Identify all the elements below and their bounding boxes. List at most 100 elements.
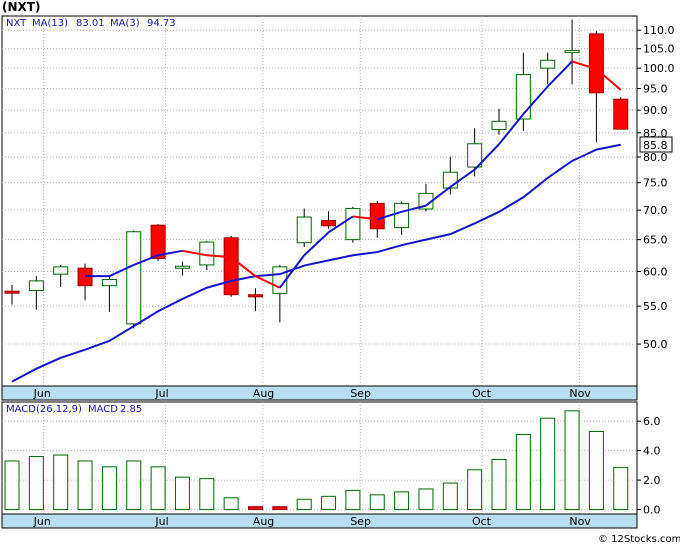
candle: [613, 97, 629, 130]
candle: [564, 19, 580, 85]
price-month-label: Jul: [154, 387, 168, 400]
ma3-segment: [376, 210, 402, 221]
ma3-segment: [449, 168, 476, 188]
candle-body-down: [248, 294, 263, 298]
macd-bar: [321, 495, 337, 511]
ma3-segment: [230, 256, 257, 277]
price-y-tick-label: 55.0: [643, 300, 668, 313]
macd-bar: [491, 458, 507, 511]
watermark: © 12Stocks.com: [598, 534, 680, 545]
ma3-segment: [401, 204, 427, 213]
price-month-label: Sep: [350, 387, 371, 400]
last-price-label: 85.8: [643, 139, 668, 152]
macd-bar: [467, 469, 483, 511]
candle: [28, 276, 44, 310]
macd-y-tick-label: 6.0: [643, 415, 661, 428]
price-y-axis: 50.055.060.065.070.075.080.085.090.095.0…: [637, 24, 675, 351]
ma3-segment: [546, 60, 573, 88]
macd-bar: [613, 467, 629, 511]
candle: [491, 108, 507, 135]
candle: [540, 52, 556, 85]
macd-x-axis-band: [1, 513, 638, 529]
macd-bar: [174, 476, 190, 511]
macd-month-label: Oct: [472, 515, 492, 528]
macd-y-tick-label: 4.0: [643, 445, 661, 458]
macd-bar: [394, 491, 410, 511]
price-y-tick-label: 100.0: [643, 62, 675, 75]
candle-body-up: [345, 207, 361, 241]
candle-body-up: [491, 120, 507, 131]
ma3-segment: [303, 231, 330, 256]
candle-body-up: [515, 74, 531, 120]
price-y-tick-label: 105.0: [643, 43, 675, 56]
candlesticks: [4, 19, 629, 329]
candle-body-up: [442, 171, 458, 189]
candle: [174, 261, 190, 276]
macd-bar: [369, 494, 385, 511]
ma3-segment: [108, 264, 135, 278]
legend-ma3-label: MA(3): [110, 18, 140, 29]
ma3-line: [85, 60, 622, 289]
macd-title: MACD(26,12,9): [6, 404, 82, 415]
legend-ma3-value: 94.73: [147, 18, 176, 29]
price-plot-frame: [1, 15, 638, 387]
candle-body-up: [540, 59, 556, 69]
price-month-label: Aug: [253, 387, 274, 400]
ma3-segment: [352, 215, 378, 221]
macd-legend-label: MACD: [88, 404, 118, 415]
macd-bar: [101, 466, 117, 511]
price-month-label: Jun: [33, 387, 51, 400]
macd-month-label: Jun: [33, 515, 51, 528]
candle-body-up: [564, 50, 580, 54]
candle: [321, 211, 337, 229]
price-y-tick-label: 50.0: [643, 338, 668, 351]
candle-body-down: [613, 98, 629, 130]
ma3-segment: [133, 254, 159, 266]
macd-bar: [4, 460, 20, 511]
price-legend: NXT MA(13) 83.01 MA(3) 94.73: [6, 18, 176, 29]
candle: [296, 208, 312, 248]
candle-body-up: [53, 266, 69, 275]
ma3-segment: [571, 60, 597, 70]
macd-bar: [296, 498, 312, 511]
macd-month-label: Nov: [569, 515, 591, 528]
legend-ma13-label: MA(13): [32, 18, 68, 29]
candle: [126, 230, 142, 329]
candle: [150, 224, 166, 262]
ma3-segment: [255, 275, 281, 289]
macd-bar: [272, 506, 288, 511]
ma3-segment: [182, 249, 207, 257]
ma3-segment: [498, 113, 525, 145]
price-y-tick-label: 60.0: [643, 265, 668, 278]
candle-body-down: [223, 237, 239, 296]
candle-body-up: [126, 231, 142, 325]
candle-body-down: [588, 33, 604, 94]
candle-body-down: [150, 224, 166, 259]
macd-bar: [150, 466, 166, 511]
price-x-axis: Jun Jul Aug Sep Oct Nov: [33, 387, 592, 400]
price-month-label: Nov: [569, 387, 591, 400]
macd-month-label: Aug: [253, 515, 274, 528]
macd-bar: [442, 482, 458, 511]
macd-bar: [126, 460, 142, 511]
price-y-tick-label: 95.0: [643, 83, 668, 96]
macd-bar: [28, 456, 44, 511]
price-y-tick-label: 110.0: [643, 24, 675, 37]
ma3-segment: [279, 254, 306, 289]
price-y-tick-label: 75.0: [643, 177, 668, 190]
candle-body-up: [28, 280, 44, 292]
macd-y-tick-label: 2.0: [643, 474, 661, 487]
candle: [345, 206, 361, 243]
candle: [223, 235, 239, 297]
price-x-axis-band: [1, 385, 638, 401]
macd-bar: [564, 410, 580, 511]
macd-bar: [53, 454, 69, 511]
macd-bar: [418, 488, 434, 511]
candle-body-down: [369, 202, 385, 230]
macd-bar: [248, 506, 263, 511]
macd-bar: [540, 417, 556, 511]
candle: [394, 201, 410, 235]
ma3-segment: [157, 249, 183, 257]
legend-ma13-value: 83.01: [76, 18, 105, 29]
